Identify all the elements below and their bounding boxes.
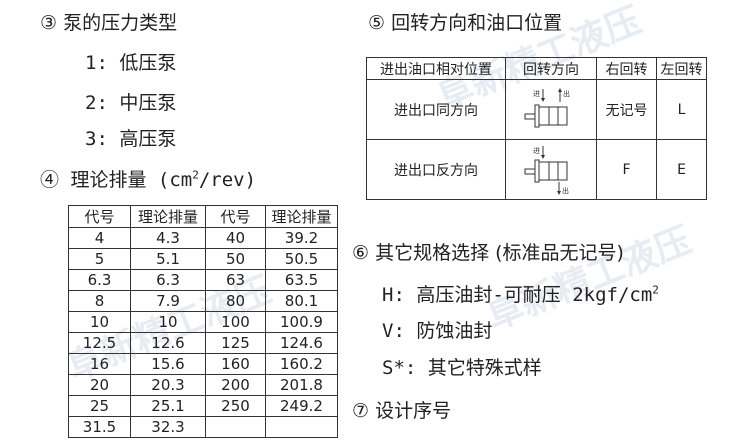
table-cell: 20.3	[130, 374, 206, 396]
table-cell: 6.3	[130, 269, 206, 291]
table-cell: 201.8	[265, 374, 338, 396]
table-cell: 25	[68, 395, 131, 417]
table-header: 进出油口相对位置 回转方向 右回转 左回转	[366, 57, 707, 80]
table-cell	[205, 416, 266, 438]
table-cell: 4.3	[130, 227, 206, 249]
option-h: H: 高压油封-可耐压 2kgf/cm2	[382, 283, 659, 306]
table-cell: 200	[205, 374, 266, 396]
table-row: 8 7.9 80 80.1	[68, 290, 338, 312]
pressure-item: 2: 中压泵	[85, 92, 177, 114]
table-row: 进出口同方向 进出无记号 L	[366, 79, 707, 140]
section7-title: ⑦ 设计序号	[352, 400, 452, 422]
table-cell: 50.5	[265, 248, 338, 270]
table-row: 20 20.3 200 201.8	[68, 374, 338, 396]
pump-diagram-opposite-icon: 进出	[505, 139, 597, 200]
table-cell: 63.5	[265, 269, 338, 291]
table-cell: 16	[68, 353, 131, 375]
displacement-table: 代号 理论排量 代号 理论排量 4 4.3 40 39.2 5 5.1 50 50.5 6.3 6.3 6…	[68, 205, 338, 438]
table-row: 12.5 12.6 125 124.6	[68, 332, 338, 354]
table-cell: 20	[68, 374, 131, 396]
table-cell: 10	[130, 311, 206, 333]
table-cell: 125	[205, 332, 266, 354]
table-cell: 250	[205, 395, 266, 417]
watermark: 阜新精工液压	[481, 219, 698, 339]
table-cell	[265, 416, 338, 438]
table-row: 4 4.3 40 39.2	[68, 227, 338, 249]
table-cell: 40	[205, 227, 266, 249]
table-cell: 4	[68, 227, 131, 249]
table-cell: 25.1	[130, 395, 206, 417]
svg-text:出: 出	[563, 89, 570, 98]
svg-text:进: 进	[533, 90, 540, 98]
table-row: 10 10 100 100.9	[68, 311, 338, 333]
table-cell: 6.3	[68, 269, 131, 291]
table-cell: 15.6	[130, 353, 206, 375]
table-header: 代号 理论排量 代号 理论排量	[68, 205, 338, 228]
table-cell: 12.6	[130, 332, 206, 354]
table-cell: 32.3	[130, 416, 206, 438]
table-cell: 80.1	[265, 290, 338, 312]
table-cell: 50	[205, 248, 266, 270]
table-cell: 7.9	[130, 290, 206, 312]
table-cell: 31.5	[68, 416, 131, 438]
option-v: V: 防蚀油封	[382, 320, 493, 342]
pump-diagram-same-icon: 进出	[505, 79, 597, 140]
table-cell: 100.9	[265, 311, 338, 333]
svg-text:出: 出	[562, 186, 569, 195]
table-row: 6.3 6.3 63 63.5	[68, 269, 338, 291]
table-cell: 160.2	[265, 353, 338, 375]
table-cell: 39.2	[265, 227, 338, 249]
table-cell: 124.6	[265, 332, 338, 354]
table-cell: 160	[205, 353, 266, 375]
table-cell: 12.5	[68, 332, 131, 354]
table-cell: 10	[68, 311, 131, 333]
pressure-item: 3: 高压泵	[85, 128, 177, 150]
pressure-item: 1: 低压泵	[85, 52, 177, 74]
svg-text:进: 进	[533, 147, 540, 155]
table-cell: 5.1	[130, 248, 206, 270]
table-row: 16 15.6 160 160.2	[68, 353, 338, 375]
table-cell: 249.2	[265, 395, 338, 417]
table-cell: 100	[205, 311, 266, 333]
table-cell: 63	[205, 269, 266, 291]
section3-title: ③ 泵的压力类型	[40, 12, 178, 34]
section6-title: ⑥ 其它规格选择 (标准品无记号)	[352, 242, 624, 264]
table-row: 5 5.1 50 50.5	[68, 248, 338, 270]
table-cell: 80	[205, 290, 266, 312]
option-s: S*: 其它特殊式样	[382, 357, 542, 379]
table-cell: 8	[68, 290, 131, 312]
section4-title: ④ 理论排量 (cm2/rev)	[40, 168, 257, 191]
rotation-table: 进出油口相对位置 回转方向 右回转 左回转 进出口同方向 进出无记号 L 进出口反方向 …	[366, 57, 707, 200]
table-row: 25 25.1 250 249.2	[68, 395, 338, 417]
table-row: 31.5 32.3	[68, 416, 338, 438]
section5-title: ⑤ 回转方向和油口位置	[368, 12, 563, 34]
table-cell: 5	[68, 248, 131, 270]
